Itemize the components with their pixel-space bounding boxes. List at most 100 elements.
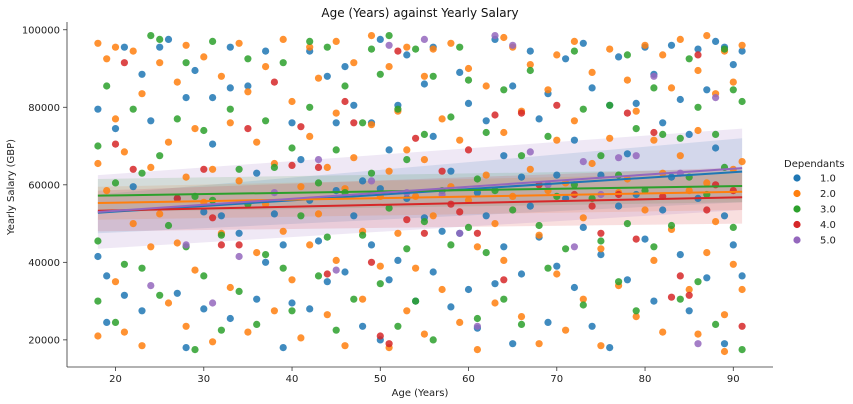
data-point-series-1 [464, 285, 473, 294]
data-point-series-2 [632, 313, 640, 321]
data-point-series-4 [738, 322, 746, 330]
data-point-series-3 [464, 223, 473, 231]
data-point-series-4 [200, 165, 208, 173]
data-point-series-3 [156, 35, 164, 44]
data-point-series-4 [676, 272, 684, 280]
y-axis-title: Yearly Salary (GBP) [6, 139, 17, 236]
data-point-series-4 [412, 134, 420, 142]
data-point-series-2 [147, 243, 155, 251]
data-point-series-1 [676, 95, 684, 104]
data-point-series-1 [129, 183, 137, 191]
data-point-series-5 [182, 241, 190, 249]
y-tick-label: 20000 [28, 335, 60, 346]
data-point-series-3 [164, 221, 173, 230]
data-point-series-5 [314, 156, 323, 164]
data-point-series-2 [473, 346, 481, 354]
data-point-series-3 [235, 287, 243, 295]
data-point-series-2 [376, 262, 384, 270]
data-point-series-4 [350, 119, 358, 127]
data-point-series-2 [253, 249, 261, 257]
data-point-series-1 [659, 119, 667, 127]
data-point-series-1 [570, 283, 579, 292]
data-point-series-2 [659, 328, 667, 336]
data-point-series-3 [544, 132, 552, 140]
data-point-series-3 [209, 37, 217, 46]
data-point-series-3 [182, 59, 190, 67]
data-point-series-4 [685, 291, 693, 299]
data-point-series-2 [385, 167, 393, 175]
data-point-series-2 [262, 63, 270, 71]
data-point-series-2 [306, 43, 314, 51]
data-point-series-3 [120, 260, 128, 268]
data-point-series-3 [544, 264, 552, 272]
data-point-series-1 [367, 241, 376, 249]
data-point-series-3 [412, 45, 420, 53]
data-point-series-2 [456, 136, 464, 144]
data-point-series-2 [491, 220, 499, 228]
data-point-series-5 [509, 41, 517, 49]
data-point-series-1 [676, 251, 684, 259]
data-point-series-1 [341, 268, 349, 276]
data-point-series-3 [509, 206, 517, 214]
data-point-series-3 [314, 272, 323, 280]
data-point-series-2 [235, 39, 243, 47]
data-point-series-3 [341, 82, 349, 90]
data-point-series-4 [729, 187, 737, 195]
data-point-series-5 [473, 322, 481, 330]
data-point-series-2 [147, 163, 155, 171]
data-point-series-4 [420, 229, 428, 237]
data-point-series-3 [623, 51, 632, 59]
data-point-series-2 [244, 328, 252, 336]
data-point-series-3 [412, 297, 420, 305]
y-tick-label: 40000 [28, 258, 60, 269]
data-point-series-3 [94, 237, 102, 245]
y-tick-label: 60000 [28, 180, 60, 191]
data-point-series-1 [438, 227, 446, 235]
data-point-series-1 [526, 202, 534, 210]
data-point-series-1 [403, 51, 411, 59]
data-point-series-2 [412, 264, 420, 272]
data-point-series-3 [323, 233, 331, 241]
data-point-series-2 [447, 39, 455, 47]
data-point-series-1 [332, 187, 340, 195]
data-point-series-2 [226, 283, 234, 292]
data-point-series-2 [182, 173, 190, 181]
data-point-series-2 [553, 270, 561, 278]
data-point-series-1 [385, 276, 393, 284]
data-point-series-2 [694, 330, 702, 338]
data-point-series-3 [138, 169, 146, 177]
data-point-series-2 [94, 39, 102, 47]
data-point-series-2 [173, 78, 181, 86]
data-point-series-3 [376, 70, 384, 78]
data-point-series-2 [720, 347, 729, 356]
data-point-series-1 [597, 251, 605, 259]
data-point-series-2 [367, 121, 376, 129]
data-point-series-1 [685, 307, 693, 315]
data-point-series-1 [615, 202, 623, 210]
regression-lines [97, 167, 743, 214]
data-point-series-1 [297, 156, 305, 164]
data-point-series-1 [262, 47, 270, 55]
data-point-series-1 [464, 99, 473, 107]
data-point-series-1 [429, 268, 437, 276]
data-point-series-4 [209, 214, 217, 222]
data-point-series-2 [650, 136, 658, 144]
data-point-series-5 [456, 229, 464, 237]
data-point-series-4 [694, 51, 702, 59]
data-point-series-4 [464, 146, 473, 154]
data-point-series-1 [729, 241, 737, 249]
data-point-series-3 [94, 297, 102, 305]
data-point-series-2 [526, 61, 534, 69]
data-point-series-2 [182, 322, 190, 330]
data-point-series-4 [588, 202, 596, 210]
data-point-series-3 [685, 55, 693, 63]
data-point-series-3 [147, 31, 155, 40]
data-point-series-5 [526, 148, 534, 156]
data-point-series-2 [323, 311, 331, 319]
data-point-series-2 [676, 35, 684, 44]
chart-title: Age (Years) against Yearly Salary [321, 6, 518, 20]
data-point-series-3 [217, 231, 225, 239]
data-point-series-3 [385, 204, 393, 212]
data-point-series-2 [738, 285, 746, 294]
